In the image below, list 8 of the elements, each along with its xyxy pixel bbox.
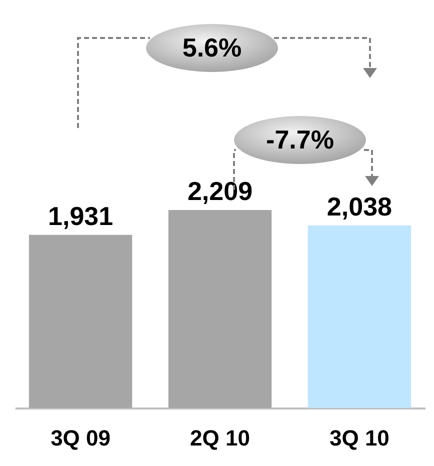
data-label: 2,038 xyxy=(326,191,392,222)
text: -7.7% xyxy=(266,124,334,156)
x-tick-label: 3Q 09 xyxy=(50,426,111,450)
data-label: 1,931 xyxy=(48,200,114,231)
x-tick-label: 2Q 10 xyxy=(190,426,250,450)
x-tick-label: 3Q 10 xyxy=(329,426,390,450)
data-label: 2,209 xyxy=(187,176,253,206)
text: 5.6% xyxy=(182,32,242,64)
